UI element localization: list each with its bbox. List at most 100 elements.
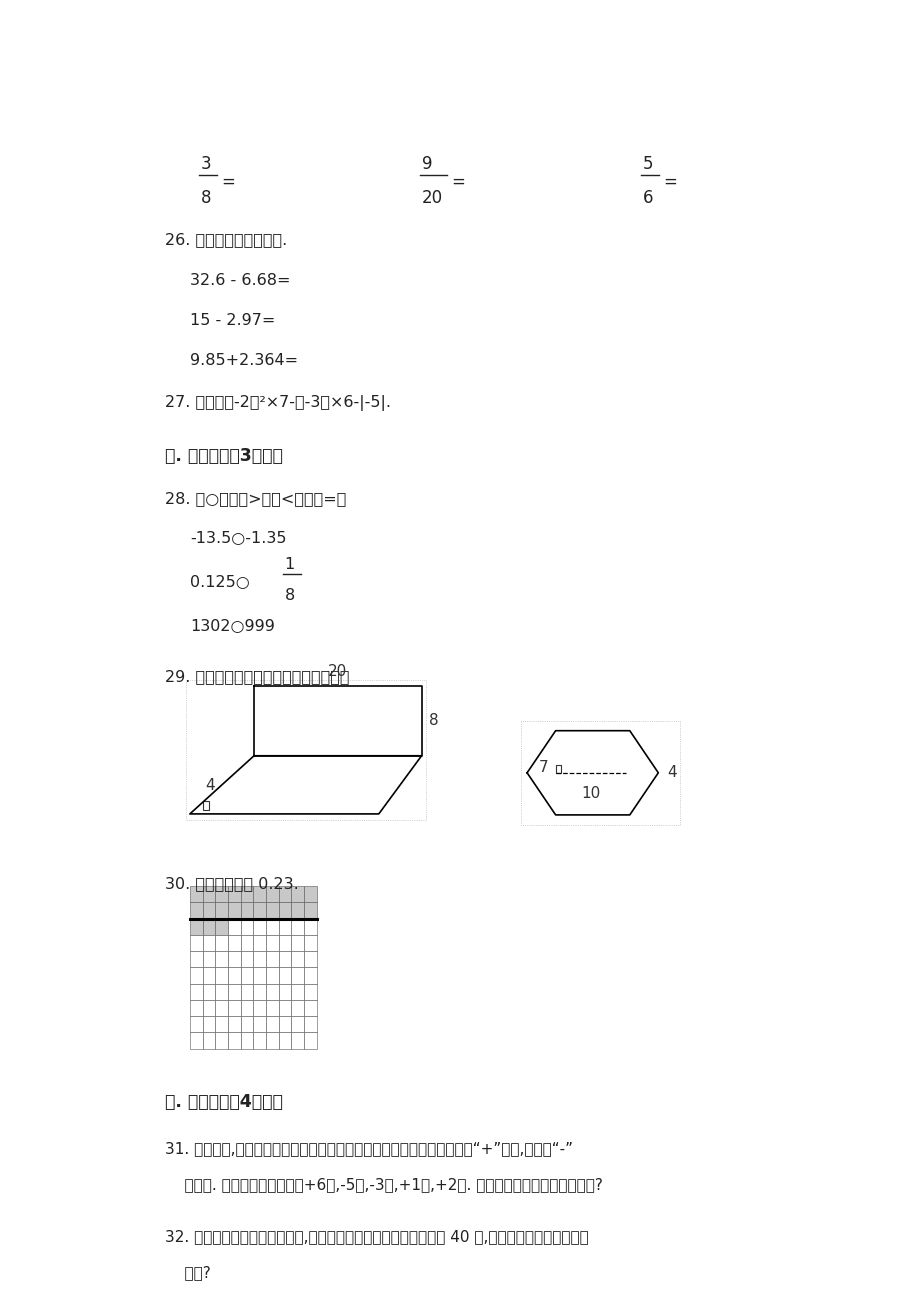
Text: 29. 计算下面图形的面积（单位：厘米）: 29. 计算下面图形的面积（单位：厘米） — [165, 669, 349, 685]
Bar — [241, 887, 253, 902]
Bar — [266, 919, 278, 935]
Bar — [304, 967, 316, 983]
Bar — [266, 1032, 278, 1048]
Bar — [278, 967, 291, 983]
Bar — [215, 935, 228, 950]
Text: 5: 5 — [641, 155, 652, 173]
Text: 4: 4 — [666, 766, 675, 780]
Bar — [266, 1000, 278, 1016]
Bar — [215, 950, 228, 967]
Text: 30. 画图表示小数 0.23.: 30. 画图表示小数 0.23. — [165, 876, 299, 891]
Text: 15 - 2.97=: 15 - 2.97= — [189, 312, 275, 328]
Text: 0.125○: 0.125○ — [189, 575, 249, 590]
Text: 32. 如图是欣欣家房子的一面墙,如果粉刷这面墙每平方米需要花费 40 元,那么粉刷这面墙需要花多: 32. 如图是欣欣家房子的一面墙,如果粉刷这面墙每平方米需要花费 40 元,那么… — [165, 1229, 588, 1243]
Text: =: = — [451, 172, 465, 190]
Text: 五. 操作题（关3小题）: 五. 操作题（关3小题） — [165, 447, 282, 465]
Bar — [253, 1000, 266, 1016]
Bar — [266, 887, 278, 902]
Bar — [253, 1032, 266, 1048]
Bar — [189, 983, 202, 1000]
Bar — [266, 983, 278, 1000]
Bar — [278, 1016, 291, 1032]
Text: 六. 应用题（关4小题）: 六. 应用题（关4小题） — [165, 1092, 282, 1111]
Bar — [266, 902, 278, 919]
Text: 少元?: 少元? — [165, 1266, 210, 1280]
Bar — [278, 983, 291, 1000]
Bar — [215, 1016, 228, 1032]
Bar — [202, 950, 215, 967]
Bar — [291, 1032, 304, 1048]
Bar — [241, 950, 253, 967]
Bar — [241, 983, 253, 1000]
Text: 8: 8 — [284, 589, 295, 603]
Bar — [202, 801, 209, 810]
Bar — [253, 1016, 266, 1032]
Bar — [266, 935, 278, 950]
Bar — [202, 967, 215, 983]
Text: 10: 10 — [580, 786, 599, 801]
Text: =: = — [663, 172, 676, 190]
Bar — [189, 950, 202, 967]
Bar — [278, 1032, 291, 1048]
Bar — [215, 887, 228, 902]
Text: 9: 9 — [421, 155, 432, 173]
Bar — [215, 983, 228, 1000]
Bar — [202, 1032, 215, 1048]
Bar — [304, 902, 316, 919]
Bar — [291, 983, 304, 1000]
Bar — [253, 983, 266, 1000]
Bar — [202, 935, 215, 950]
Bar — [189, 1016, 202, 1032]
Text: 8: 8 — [200, 189, 210, 207]
Bar — [228, 902, 241, 919]
Bar — [189, 887, 202, 902]
Bar — [202, 902, 215, 919]
Bar — [215, 1000, 228, 1016]
Bar — [228, 1032, 241, 1048]
Bar — [278, 887, 291, 902]
Bar — [253, 950, 266, 967]
Bar — [228, 935, 241, 950]
Text: =: = — [221, 172, 235, 190]
Text: 28. 在○里填「>」「<」或「=」: 28. 在○里填「>」「<」或「=」 — [165, 491, 346, 506]
Bar — [266, 1016, 278, 1032]
Text: 26. 用竖式计算下面各题.: 26. 用竖式计算下面各题. — [165, 233, 287, 247]
Bar — [202, 919, 215, 935]
Text: 表示）. 行动过程述述如下：+6步,-5步,-3步,+1步,+2步. 小明最终前进或者后退了几步?: 表示）. 行动过程述述如下：+6步,-5步,-3步,+1步,+2步. 小明最终前… — [165, 1177, 602, 1191]
Bar — [304, 1000, 316, 1016]
Text: 6: 6 — [641, 189, 652, 207]
Bar — [304, 919, 316, 935]
Bar — [278, 1000, 291, 1016]
Bar — [304, 1016, 316, 1032]
Bar — [291, 887, 304, 902]
Text: 3: 3 — [200, 155, 211, 173]
Bar — [291, 935, 304, 950]
Bar — [228, 887, 241, 902]
Text: 1302○999: 1302○999 — [189, 620, 275, 634]
Bar — [189, 1032, 202, 1048]
Bar — [291, 950, 304, 967]
Bar — [291, 902, 304, 919]
Text: 20: 20 — [421, 189, 442, 207]
Bar — [241, 967, 253, 983]
Bar — [278, 935, 291, 950]
Bar — [253, 967, 266, 983]
Text: 27. 计算：（-2）²×7-（-3）×6-|-5|.: 27. 计算：（-2）²×7-（-3）×6-|-5|. — [165, 395, 391, 411]
Text: 1: 1 — [284, 557, 295, 573]
Bar — [202, 983, 215, 1000]
Text: 32.6 - 6.68=: 32.6 - 6.68= — [189, 272, 290, 288]
Bar — [228, 983, 241, 1000]
Bar — [215, 967, 228, 983]
Bar — [241, 935, 253, 950]
Bar — [202, 1000, 215, 1016]
Bar — [215, 902, 228, 919]
Bar — [253, 935, 266, 950]
Bar — [291, 1016, 304, 1032]
Bar — [253, 887, 266, 902]
Bar — [253, 919, 266, 935]
Bar — [304, 887, 316, 902]
Bar — [304, 983, 316, 1000]
Text: 8: 8 — [428, 713, 437, 728]
Text: 20: 20 — [327, 664, 346, 678]
Bar — [291, 967, 304, 983]
